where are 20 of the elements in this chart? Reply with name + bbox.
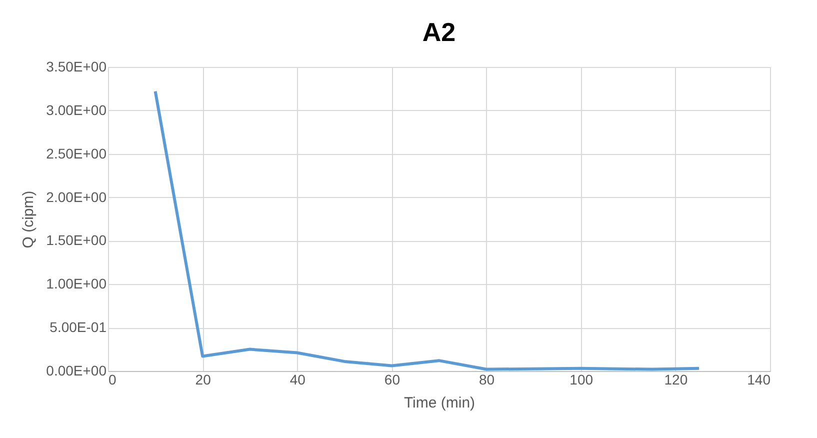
y-tick-label: 3.50E+00 [46,58,107,74]
x-tick-label: 140 [747,372,771,388]
x-tick-label: 60 [384,372,400,388]
x-tick-label: 100 [570,372,594,388]
x-tick-label: 80 [478,372,495,388]
y-axis-title: Q (cipm) [20,190,38,248]
y-tick-label: 5.00E-01 [50,319,107,336]
x-tick-label: 0 [108,372,116,388]
y-tick-label: 2.50E+00 [46,145,107,162]
line-series [154,90,701,371]
x-tick-label: 20 [195,372,212,388]
x-tick-label: 120 [664,372,688,388]
y-tick-label: 2.00E+00 [46,188,107,205]
y-tick-label: 0.00E+00 [46,362,107,378]
y-tick-label: 1.00E+00 [46,276,107,292]
chart-title: A2 [422,17,456,47]
y-tick-label: 3.00E+00 [46,102,107,118]
x-axis-title: Time (min) [404,394,476,412]
x-tick-label: 40 [290,372,306,388]
y-tick-label: 1.50E+00 [46,232,107,248]
